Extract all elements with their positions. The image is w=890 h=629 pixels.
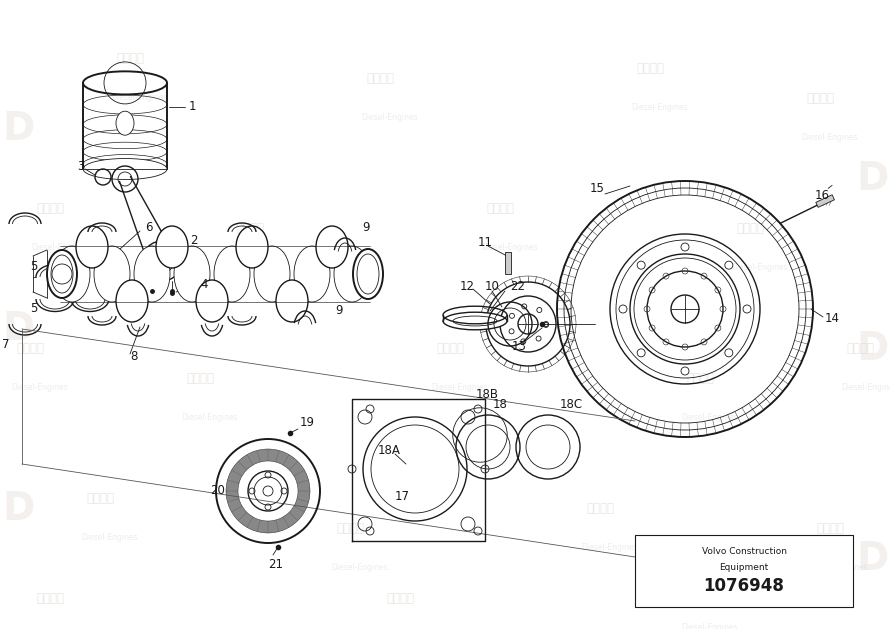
Ellipse shape bbox=[83, 71, 167, 94]
Text: 紫发动力: 紫发动力 bbox=[366, 72, 394, 86]
Text: 紫发动力: 紫发动力 bbox=[16, 343, 44, 355]
Text: 13: 13 bbox=[512, 340, 527, 352]
Bar bbox=[635, 535, 853, 607]
Ellipse shape bbox=[94, 246, 130, 302]
Text: 21: 21 bbox=[268, 559, 283, 572]
Text: Diesel-Engines: Diesel-Engines bbox=[802, 133, 858, 142]
Text: Diesel-Engines: Diesel-Engines bbox=[332, 562, 388, 572]
Wedge shape bbox=[226, 449, 310, 533]
Text: 紫发动力: 紫发动力 bbox=[36, 203, 64, 216]
Text: 紫发动力: 紫发动力 bbox=[336, 523, 364, 535]
Text: Diesel-Engines: Diesel-Engines bbox=[632, 103, 688, 111]
Text: Diesel-Engines: Diesel-Engines bbox=[182, 413, 239, 421]
Text: 紫发动力: 紫发动力 bbox=[816, 523, 844, 535]
Ellipse shape bbox=[196, 280, 228, 322]
Text: 2: 2 bbox=[190, 235, 198, 247]
Ellipse shape bbox=[76, 226, 108, 268]
Ellipse shape bbox=[54, 246, 90, 302]
Text: Diesel-Engines: Diesel-Engines bbox=[111, 92, 168, 101]
Text: 19: 19 bbox=[300, 416, 315, 430]
Ellipse shape bbox=[156, 226, 188, 268]
Text: 18C: 18C bbox=[560, 399, 583, 411]
Ellipse shape bbox=[116, 111, 134, 135]
Text: 紫发动力: 紫发动力 bbox=[116, 52, 144, 65]
Text: 4: 4 bbox=[200, 279, 207, 291]
Text: Diesel-Engines: Diesel-Engines bbox=[231, 262, 288, 272]
Text: 紫发动力: 紫发动力 bbox=[806, 92, 834, 106]
Text: 12: 12 bbox=[460, 279, 475, 292]
Text: 紫发动力: 紫发动力 bbox=[636, 62, 664, 75]
Text: 紫发动力: 紫发动力 bbox=[436, 343, 464, 355]
Text: Diesel-Engines: Diesel-Engines bbox=[812, 562, 869, 572]
Ellipse shape bbox=[214, 246, 250, 302]
Text: D: D bbox=[856, 160, 888, 198]
Ellipse shape bbox=[334, 246, 370, 302]
Text: 9: 9 bbox=[335, 304, 343, 318]
Ellipse shape bbox=[276, 280, 308, 322]
Text: 紫发动力: 紫发动力 bbox=[736, 223, 764, 235]
Text: Diesel-Engines: Diesel-Engines bbox=[582, 542, 638, 552]
Text: 紫发动力: 紫发动力 bbox=[386, 593, 414, 606]
Text: Diesel-Engines: Diesel-Engines bbox=[82, 533, 138, 542]
Text: 1: 1 bbox=[189, 101, 197, 113]
Text: Diesel-Engines: Diesel-Engines bbox=[682, 623, 739, 629]
Text: Diesel-Engines: Diesel-Engines bbox=[732, 262, 789, 272]
Text: 紫发动力: 紫发动力 bbox=[846, 343, 874, 355]
Ellipse shape bbox=[116, 280, 148, 322]
Text: 3: 3 bbox=[77, 160, 85, 174]
Text: 紫发动力: 紫发动力 bbox=[186, 372, 214, 386]
Text: D: D bbox=[2, 110, 34, 148]
Text: 18: 18 bbox=[493, 399, 508, 411]
Text: Diesel-Engines: Diesel-Engines bbox=[481, 243, 538, 252]
Text: 紫发动力: 紫发动力 bbox=[686, 372, 714, 386]
Text: 20: 20 bbox=[210, 484, 225, 498]
Text: 18A: 18A bbox=[378, 445, 400, 457]
Ellipse shape bbox=[443, 312, 507, 330]
Text: 9: 9 bbox=[362, 221, 369, 233]
Text: 紫发动力: 紫发动力 bbox=[686, 582, 714, 596]
Text: 紫发动力: 紫发动力 bbox=[36, 593, 64, 606]
Text: D: D bbox=[2, 490, 34, 528]
Text: 11: 11 bbox=[478, 235, 493, 248]
Text: 紫发动力: 紫发动力 bbox=[86, 493, 114, 506]
Text: 17: 17 bbox=[395, 491, 410, 503]
Ellipse shape bbox=[316, 226, 348, 268]
Bar bbox=[505, 252, 511, 274]
Ellipse shape bbox=[254, 246, 290, 302]
Text: 6: 6 bbox=[145, 221, 152, 233]
Bar bbox=[816, 195, 835, 208]
Text: 18B: 18B bbox=[476, 389, 499, 401]
Ellipse shape bbox=[47, 250, 77, 298]
Text: 7: 7 bbox=[2, 338, 10, 350]
Text: Diesel-Engines: Diesel-Engines bbox=[432, 382, 489, 391]
Text: 紫发动力: 紫发动力 bbox=[486, 203, 514, 216]
Text: Diesel-Engines: Diesel-Engines bbox=[12, 382, 69, 391]
Ellipse shape bbox=[134, 246, 170, 302]
Ellipse shape bbox=[83, 159, 167, 179]
Text: Diesel-Engines: Diesel-Engines bbox=[842, 382, 890, 391]
Text: D: D bbox=[856, 330, 888, 368]
Ellipse shape bbox=[174, 246, 210, 302]
Text: D: D bbox=[2, 310, 34, 348]
Text: 5: 5 bbox=[30, 303, 37, 316]
Text: Equipment: Equipment bbox=[719, 563, 769, 572]
Text: Diesel-Engines: Diesel-Engines bbox=[361, 113, 418, 121]
Text: D: D bbox=[856, 540, 888, 578]
Text: 15: 15 bbox=[590, 182, 605, 196]
Text: 16: 16 bbox=[815, 189, 830, 202]
Ellipse shape bbox=[236, 226, 268, 268]
Text: Diesel-Engines: Diesel-Engines bbox=[32, 243, 88, 252]
Text: Volvo Construction: Volvo Construction bbox=[701, 547, 787, 556]
Ellipse shape bbox=[294, 246, 330, 302]
Text: Diesel-Engines: Diesel-Engines bbox=[682, 413, 739, 421]
Text: 22: 22 bbox=[510, 279, 525, 292]
Text: 紫发动力: 紫发动力 bbox=[236, 223, 264, 235]
Ellipse shape bbox=[353, 249, 383, 299]
Text: 14: 14 bbox=[825, 313, 840, 325]
Text: 紫发动力: 紫发动力 bbox=[586, 503, 614, 516]
Text: 5: 5 bbox=[30, 260, 37, 274]
Text: 8: 8 bbox=[130, 350, 137, 364]
Text: 1076948: 1076948 bbox=[704, 577, 784, 595]
Text: 10: 10 bbox=[485, 281, 500, 294]
